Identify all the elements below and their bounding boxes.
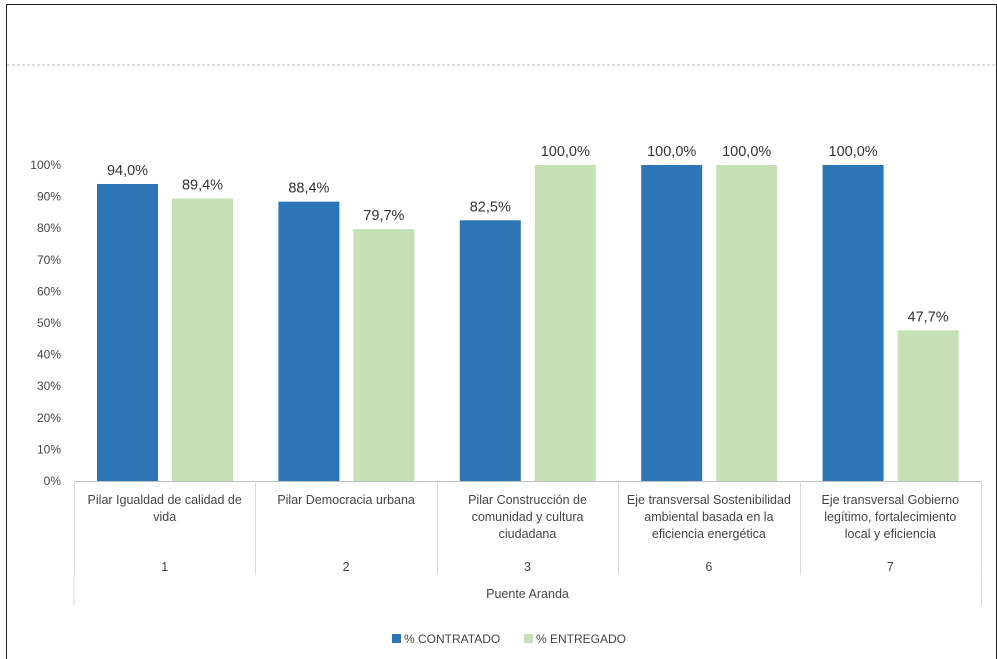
legend-label: % CONTRATADO (404, 632, 500, 646)
data-label: 100,0% (647, 144, 696, 160)
data-label: 100,0% (829, 144, 878, 160)
y-tick-label: 90% (37, 190, 61, 204)
bars (97, 165, 959, 482)
bar (534, 165, 596, 481)
category-code: 2 (343, 560, 350, 574)
bar (716, 165, 778, 481)
y-tick-label: 60% (37, 284, 61, 298)
y-tick-label: 20% (37, 411, 61, 425)
y-axis: 0% 10% 20% 30% 40% 50% 60% 70% 80% 90% 100% (30, 158, 61, 488)
category-label: Pilar Construcción de (468, 493, 587, 507)
category-label: local y eficiencia (845, 527, 936, 541)
data-labels: 94,0% 88,4% 82,5% 100,0% 100,0% 89,4% 79,7% 100… (107, 144, 949, 325)
y-tick-label: 50% (37, 316, 61, 330)
data-label: 94,0% (107, 163, 148, 179)
bar (459, 220, 521, 482)
y-tick-label: 40% (37, 348, 61, 362)
y-tick-label: 0% (44, 474, 62, 488)
y-tick-label: 30% (37, 379, 61, 393)
y-tick-label: 70% (37, 253, 61, 267)
y-tick-label: 80% (37, 221, 61, 235)
data-label: 47,7% (908, 309, 949, 325)
bar (822, 165, 884, 481)
category-label: Pilar Democracia urbana (277, 493, 415, 507)
category-label: eficiencia energética (652, 527, 766, 541)
category-code: 1 (161, 560, 168, 574)
category-label: vida (153, 510, 176, 524)
bar (897, 330, 959, 481)
x-axis: Pilar Igualdad de calidad de vida 1 Pilar D… (73, 481, 982, 605)
category-code: 3 (524, 560, 531, 574)
legend-swatch (524, 634, 533, 643)
category-label: Eje transversal Sostenibilidad (627, 493, 791, 507)
category-label: Eje transversal Gobierno (822, 493, 960, 507)
bar (97, 183, 158, 481)
bar (278, 201, 340, 481)
category-code: 6 (705, 560, 712, 574)
legend: % CONTRATADO % ENTREGADO (392, 632, 626, 646)
category-label: ambiental basada en la (644, 510, 773, 524)
category-label: legítimo, fortalecimiento (824, 510, 956, 524)
category-label: Pilar Igualdad de calidad de (88, 493, 242, 507)
bar (641, 165, 703, 481)
data-label: 100,0% (541, 144, 590, 160)
category-label: comunidad y cultura (472, 510, 584, 524)
category-code: 7 (887, 560, 894, 574)
data-label: 89,4% (182, 177, 223, 193)
data-label: 82,5% (470, 199, 511, 215)
data-label: 88,4% (288, 181, 329, 197)
group-label: Puente Aranda (486, 587, 569, 601)
y-tick-label: 10% (37, 442, 61, 456)
legend-swatch (392, 634, 401, 643)
bar (172, 198, 233, 481)
y-tick-label: 100% (30, 158, 61, 172)
data-label: 100,0% (722, 144, 771, 160)
category-label: ciudadana (499, 527, 557, 541)
data-label: 79,7% (363, 208, 404, 224)
bar (353, 229, 415, 481)
legend-label: % ENTREGADO (536, 632, 626, 646)
